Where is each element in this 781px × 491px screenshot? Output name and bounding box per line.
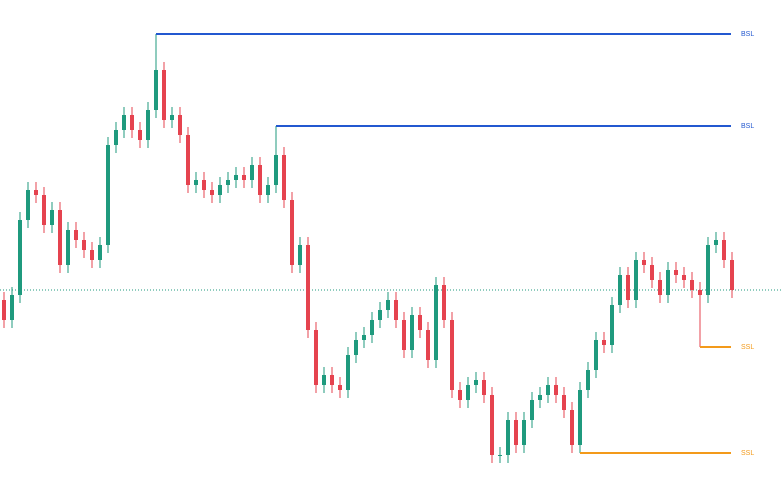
candle-body <box>586 370 590 390</box>
candle-body <box>434 285 438 360</box>
candle-body <box>274 155 278 185</box>
candle-body <box>498 455 502 456</box>
candle-body <box>602 340 606 345</box>
candle-body <box>130 115 134 130</box>
candle-body <box>594 340 598 370</box>
candle-body <box>50 210 54 225</box>
candle-body <box>266 185 270 195</box>
candle-body <box>226 180 230 185</box>
candle-body <box>82 240 86 250</box>
candle-body <box>698 290 702 295</box>
candle-body <box>186 135 190 185</box>
candle-body <box>258 165 262 195</box>
candle-body <box>178 115 182 135</box>
candle-body <box>282 155 286 200</box>
candle-body <box>490 395 494 455</box>
candle-body <box>650 265 654 280</box>
candle-body <box>34 190 38 195</box>
candle-body <box>146 110 150 140</box>
candle-body <box>690 280 694 290</box>
candle-body <box>610 305 614 345</box>
candle-body <box>410 315 414 350</box>
candle-body <box>122 115 126 130</box>
candle-body <box>466 385 470 400</box>
candle-body <box>162 70 166 120</box>
candle-body <box>402 320 406 350</box>
candle-body <box>250 165 254 180</box>
candle-body <box>474 380 478 385</box>
candle-body <box>370 320 374 335</box>
candle-body <box>338 385 342 390</box>
candle-body <box>682 275 686 280</box>
candle-body <box>578 390 582 445</box>
candle-body <box>314 330 318 385</box>
candle-body <box>42 195 46 225</box>
candle-body <box>386 300 390 310</box>
candle-body <box>506 420 510 455</box>
candle-body <box>570 410 574 445</box>
candle-body <box>346 355 350 390</box>
candle-body <box>98 245 102 260</box>
candle-body <box>538 395 542 400</box>
candle-body <box>170 115 174 120</box>
candle-body <box>322 375 326 385</box>
candle-body <box>106 145 110 245</box>
candle-body <box>194 180 198 185</box>
candle-body <box>394 300 398 320</box>
candle-body <box>210 190 214 195</box>
candle-body <box>234 175 238 180</box>
candle-body <box>154 70 158 110</box>
candle-body <box>26 190 30 220</box>
candle-body <box>658 280 662 295</box>
candle-body <box>442 285 446 320</box>
candle-body <box>706 245 710 295</box>
candle-body <box>10 295 14 320</box>
candle-body <box>242 175 246 180</box>
candle-body <box>626 275 630 300</box>
candle-body <box>730 260 734 290</box>
candle-body <box>482 380 486 395</box>
level-label: BSL <box>741 31 754 38</box>
candle-body <box>306 245 310 330</box>
candle-body <box>714 240 718 245</box>
candle-body <box>418 315 422 330</box>
candle-body <box>354 340 358 355</box>
candle-body <box>642 260 646 265</box>
candle-body <box>362 335 366 340</box>
candle-body <box>530 400 534 420</box>
candle-body <box>18 220 22 295</box>
candle-body <box>546 385 550 395</box>
candle-body <box>378 310 382 320</box>
candle-body <box>458 390 462 400</box>
candle-body <box>114 130 118 145</box>
candle-body <box>666 270 670 295</box>
candle-body <box>90 250 94 260</box>
candle-body <box>722 240 726 260</box>
candle-body <box>522 420 526 445</box>
candle-body <box>514 420 518 445</box>
candle-body <box>554 385 558 395</box>
candle-body <box>330 375 334 385</box>
candle-body <box>674 270 678 275</box>
candle-body <box>450 320 454 390</box>
candle-body <box>66 230 70 265</box>
candle-body <box>74 230 78 240</box>
candle-body <box>562 395 566 410</box>
candle-body <box>634 260 638 300</box>
level-label: SSL <box>741 450 754 457</box>
candle-body <box>290 200 294 265</box>
candle-body <box>426 330 430 360</box>
candle-body <box>298 245 302 265</box>
candle-body <box>218 185 222 195</box>
candle-body <box>618 275 622 305</box>
level-label: SSL <box>741 344 754 351</box>
candle-body <box>2 300 6 320</box>
level-label: BSL <box>741 123 754 130</box>
candle-body <box>58 210 62 265</box>
candle-body <box>202 180 206 190</box>
candle-body <box>138 130 142 140</box>
